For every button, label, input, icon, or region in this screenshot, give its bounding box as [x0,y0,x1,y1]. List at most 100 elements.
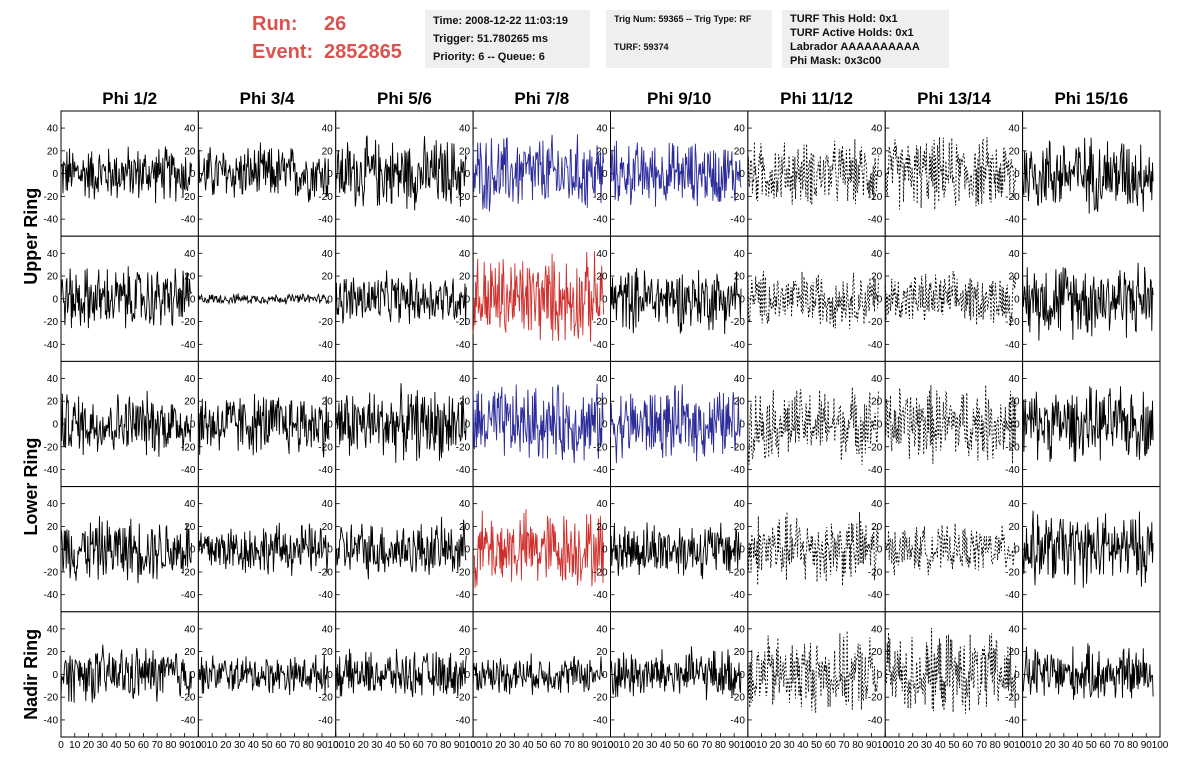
y-tick-label: 20 [47,647,59,658]
x-tick-label: 90 [591,740,603,751]
y-tick-label: 40 [734,624,746,635]
waveform-panel: 40 20 0 -20 -40 [44,235,199,362]
waveform-panel: 40 20 0 -20 -40 [456,611,611,738]
waveform-trace [1022,137,1154,214]
y-tick-label: -40 [593,215,608,226]
waveform-trace [1022,386,1154,462]
y-tick-label: -20 [318,192,333,203]
y-tick-label: 0 [739,545,745,556]
y-tick-label: 0 [602,294,608,305]
y-tick-label: 0 [739,294,745,305]
y-tick-label: 0 [465,169,471,180]
waveform-panel: 40 20 0 -20 -40 [730,235,886,362]
y-tick-label: 0 [190,545,196,556]
y-tick-label: 40 [596,249,608,260]
x-tick-label: 0 [608,740,614,751]
y-tick-label: 40 [47,374,59,385]
y-tick-label: 20 [871,522,883,533]
waveform-panel: 40 20 0 -20 -40 [456,486,611,613]
y-tick-label: -20 [181,442,196,453]
x-axis: 0 10 20 30 40 50 60 70 80 90 100 [333,733,482,751]
y-tick-label: -20 [456,442,471,453]
y-tick-label: -40 [1005,590,1020,601]
y-tick-label: -20 [181,192,196,203]
y-tick-label: -40 [44,215,59,226]
waveform-panel: 40 20 0 -20 -40 [730,110,886,237]
x-tick-label: 30 [509,740,521,751]
y-tick-label: -40 [868,215,883,226]
event-value: 2852865 [324,41,402,63]
x-tick-label: 50 [399,740,411,751]
panel-frame [472,110,611,237]
y-tick-label: 0 [877,670,883,681]
y-tick-label: 40 [47,624,59,635]
row-group-title: Nadir Ring [21,629,41,720]
y-tick-label: -20 [730,317,745,328]
y-tick-label: 20 [1009,647,1021,658]
column-title: Phi 5/6 [377,89,432,108]
waveform-trace [747,387,879,465]
y-tick-label: -20 [1005,317,1020,328]
column-title: Phi 11/12 [780,89,853,108]
trigger-info-panel: Trig Num: 59365 -- Trig Type: RF TURF: 5… [606,10,772,68]
y-tick-label: 40 [1009,499,1021,510]
x-tick-label: 90 [316,740,328,751]
y-tick-label: 20 [184,397,196,408]
y-tick-label: 20 [1009,272,1021,283]
waveform-panel: 40 20 0 -20 -40 [318,611,474,738]
panel-frame [747,611,886,738]
waveform-panel: 40 20 0 -20 -40 [44,360,199,488]
x-tick-label: 20 [632,740,644,751]
y-tick-label: 40 [322,124,334,135]
y-tick-label: -40 [181,715,196,726]
y-tick-label: 20 [871,397,883,408]
x-tick-label: 20 [770,740,782,751]
waveform-panel: 40 20 0 -20 -40 [1005,110,1161,237]
y-tick-label: 40 [322,374,334,385]
run-event-box: Run: 26 Event: 2852865 [252,10,402,66]
x-tick-label: 100 [1014,740,1031,751]
y-tick-label: 20 [184,522,196,533]
x-tick-label: 60 [825,740,837,751]
y-tick-label: -40 [868,465,883,476]
x-tick-label: 10 [619,740,631,751]
y-tick-label: -40 [456,590,471,601]
y-tick-label: -40 [318,715,333,726]
y-tick-label: -20 [318,442,333,453]
y-tick-label: 0 [465,545,471,556]
y-tick-label: -20 [593,192,608,203]
y-tick-label: 0 [52,670,58,681]
y-tick-label: -40 [44,715,59,726]
waveform-panel: 40 20 0 -20 -40 [44,486,199,613]
y-tick-label: 40 [184,374,196,385]
x-tick-label: 40 [935,740,947,751]
waveform-trace [335,270,467,326]
y-tick-label: 40 [184,624,196,635]
turf-info-panel: TURF This Hold: 0x1 TURF Active Holds: 0… [782,10,949,68]
x-tick-label: 40 [660,740,672,751]
waveform-trace [472,383,605,464]
x-tick-label: 20 [220,740,232,751]
x-tick-label: 80 [990,740,1002,751]
panel-frame [335,611,474,738]
column-title: Phi 1/2 [102,89,157,108]
y-tick-label: 40 [1009,124,1021,135]
y-tick-label: 20 [184,647,196,658]
y-tick-label: -20 [868,192,883,203]
x-axis: 0 10 20 30 40 50 60 70 80 90 100 [882,733,1031,751]
waveform-panel: 40 20 0 -20 -40 [593,360,749,488]
waveform-trace [1022,510,1154,588]
y-tick-label: 0 [52,545,58,556]
y-tick-label: 0 [327,670,333,681]
y-tick-label: 0 [1014,670,1020,681]
x-tick-label: 60 [138,740,150,751]
y-tick-label: -20 [44,317,59,328]
y-tick-label: 20 [734,146,746,157]
waveform-panel: 40 20 0 -20 -40 [181,486,337,613]
waveform-panel: 40 20 0 -20 -40 [456,235,611,362]
y-tick-label: -40 [868,590,883,601]
x-tick-label: 60 [962,740,974,751]
y-tick-label: 40 [459,374,471,385]
y-tick-label: 40 [734,124,746,135]
y-tick-label: 40 [1009,249,1021,260]
